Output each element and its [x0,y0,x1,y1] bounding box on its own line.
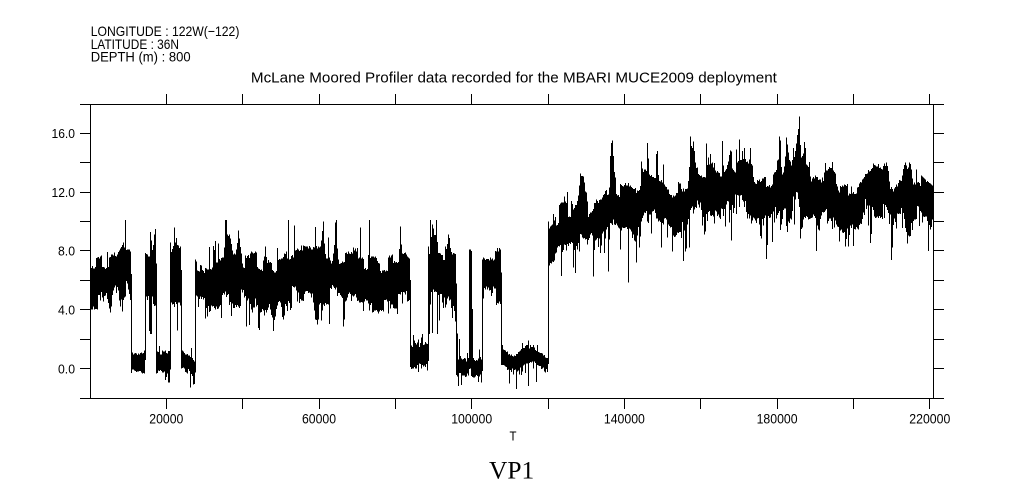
svg-text:220000: 220000 [909,412,950,427]
svg-text:0.0: 0.0 [58,361,75,376]
svg-text:16.0: 16.0 [52,126,76,141]
svg-text:LONGITUDE : 122W(−122): LONGITUDE : 122W(−122) [91,23,240,39]
svg-text:VP1: VP1 [489,457,534,484]
svg-text:60000: 60000 [302,412,336,427]
svg-text:McLane Moored Profiler data re: McLane Moored Profiler data recorded for… [251,69,778,86]
svg-text:12.0: 12.0 [52,185,76,200]
svg-text:8.0: 8.0 [58,244,75,259]
svg-text:T: T [510,429,517,444]
svg-text:4.0: 4.0 [58,303,75,318]
svg-text:100000: 100000 [451,412,492,427]
svg-text:180000: 180000 [757,412,798,427]
svg-text:20000: 20000 [149,412,183,427]
svg-text:LATITUDE : 36N: LATITUDE : 36N [91,36,179,52]
svg-text:DEPTH (m) : 800: DEPTH (m) : 800 [91,49,191,65]
svg-text:140000: 140000 [604,412,645,427]
